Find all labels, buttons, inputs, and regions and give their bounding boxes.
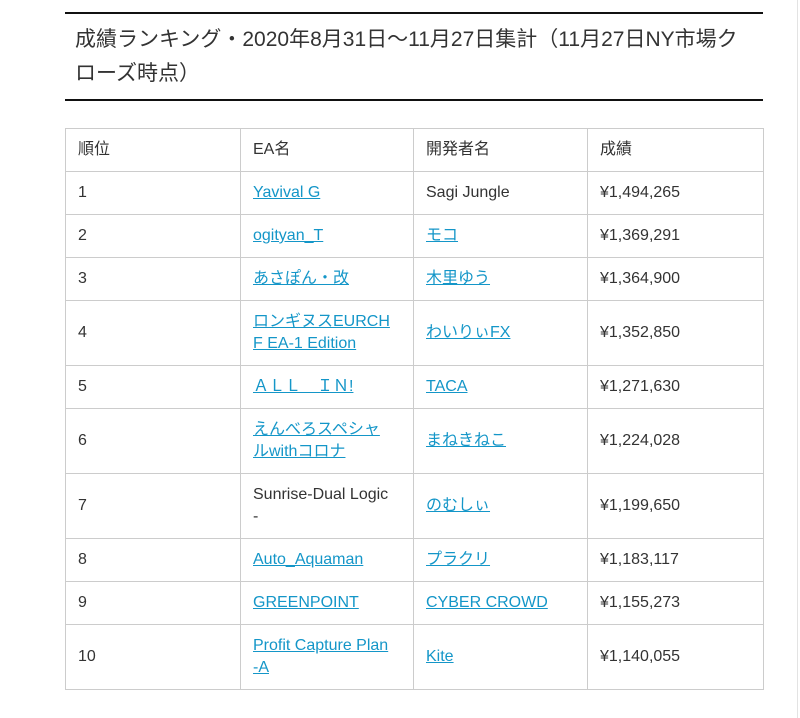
rank-cell: 4	[65, 300, 241, 366]
ea-name-cell: えんべろスペシャルwithコロナ	[240, 408, 414, 474]
ea-link[interactable]: GREENPOINT	[253, 594, 359, 611]
table-row: 6 えんべろスペシャルwithコロナ まねきねこ ¥1,224,028	[65, 408, 764, 474]
page-edge-divider	[797, 0, 798, 718]
ea-link[interactable]: ogityan_T	[253, 227, 324, 244]
result-cell: ¥1,352,850	[587, 300, 764, 366]
developer-cell: 木里ゆう	[413, 257, 588, 301]
result-cell: ¥1,494,265	[587, 171, 764, 215]
table-row: 10 Profit Capture Plan-A Kite ¥1,140,055	[65, 624, 764, 690]
developer-cell: モコ	[413, 214, 588, 258]
result-cell: ¥1,199,650	[587, 473, 764, 539]
table-row: 4 ロンギヌスEURCHF EA-1 Edition わいりぃFX ¥1,352,85…	[65, 300, 764, 366]
rank-cell: 2	[65, 214, 241, 258]
developer-link[interactable]: モコ	[426, 227, 459, 244]
developer-cell: わいりぃFX	[413, 300, 588, 366]
page-title: 成績ランキング・2020年8月31日～11月27日集計（11月27日NY市場クロ…	[65, 12, 763, 101]
ea-name-cell: Profit Capture Plan-A	[240, 624, 414, 690]
table-row: 8 Auto_Aquaman プラクリ ¥1,183,117	[65, 538, 764, 582]
ea-link[interactable]: ＡＬＬ ＩＮ!	[253, 378, 354, 395]
developer-link[interactable]: CYBER CROWD	[426, 594, 548, 611]
developer-cell: CYBER CROWD	[413, 581, 588, 625]
ranking-table: 順位 EA名 開発者名 成績 1 Yavival G Sagi Jungle ¥1,4…	[65, 128, 764, 690]
developer-cell: のむしぃ	[413, 473, 588, 539]
ea-name-text: Sunrise-Dual Logic-	[253, 486, 389, 525]
rank-cell: 3	[65, 257, 241, 301]
result-cell: ¥1,369,291	[587, 214, 764, 258]
ea-link[interactable]: Profit Capture Plan-A	[253, 637, 389, 676]
ea-name-cell: ogityan_T	[240, 214, 414, 258]
ea-link[interactable]: Auto_Aquaman	[253, 551, 364, 568]
developer-link[interactable]: 木里ゆう	[426, 270, 491, 287]
table-header-row: 順位 EA名 開発者名 成績	[65, 128, 764, 172]
result-cell: ¥1,364,900	[587, 257, 764, 301]
result-cell: ¥1,155,273	[587, 581, 764, 625]
result-cell: ¥1,271,630	[587, 365, 764, 409]
developer-link[interactable]: プラクリ	[426, 551, 491, 568]
ea-name-cell: ＡＬＬ ＩＮ!	[240, 365, 414, 409]
ea-link[interactable]: えんべろスペシャルwithコロナ	[253, 421, 380, 460]
developer-link[interactable]: Kite	[426, 648, 454, 665]
table-row: 3 あさぽん・改 木里ゆう ¥1,364,900	[65, 257, 764, 301]
table-row: 7 Sunrise-Dual Logic- のむしぃ ¥1,199,650	[65, 473, 764, 539]
rank-cell: 9	[65, 581, 241, 625]
table-row: 2 ogityan_T モコ ¥1,369,291	[65, 214, 764, 258]
result-cell: ¥1,140,055	[587, 624, 764, 690]
ea-name-cell: Yavival G	[240, 171, 414, 215]
rank-cell: 1	[65, 171, 241, 215]
ea-name-cell: GREENPOINT	[240, 581, 414, 625]
rank-cell: 8	[65, 538, 241, 582]
developer-name-text: Sagi Jungle	[426, 184, 510, 201]
developer-cell: Sagi Jungle	[413, 171, 588, 215]
ea-name-cell: ロンギヌスEURCHF EA-1 Edition	[240, 300, 414, 366]
developer-link[interactable]: TACA	[426, 378, 468, 395]
rank-cell: 10	[65, 624, 241, 690]
main-content: 成績ランキング・2020年8月31日～11月27日集計（11月27日NY市場クロ…	[65, 12, 764, 690]
ea-link[interactable]: あさぽん・改	[253, 270, 350, 287]
ea-name-cell: あさぽん・改	[240, 257, 414, 301]
developer-link[interactable]: わいりぃFX	[426, 324, 511, 341]
column-header-developer: 開発者名	[413, 128, 588, 172]
ea-link[interactable]: Yavival G	[253, 184, 321, 201]
developer-cell: Kite	[413, 624, 588, 690]
column-header-ea-name: EA名	[240, 128, 414, 172]
table-row: 1 Yavival G Sagi Jungle ¥1,494,265	[65, 171, 764, 215]
ea-name-cell: Sunrise-Dual Logic-	[240, 473, 414, 539]
developer-cell: TACA	[413, 365, 588, 409]
ea-link[interactable]: ロンギヌスEURCHF EA-1 Edition	[253, 313, 390, 352]
table-row: 5 ＡＬＬ ＩＮ! TACA ¥1,271,630	[65, 365, 764, 409]
rank-cell: 5	[65, 365, 241, 409]
developer-link[interactable]: のむしぃ	[426, 497, 491, 514]
developer-cell: まねきねこ	[413, 408, 588, 474]
column-header-result: 成績	[587, 128, 764, 172]
rank-cell: 6	[65, 408, 241, 474]
developer-cell: プラクリ	[413, 538, 588, 582]
table-row: 9 GREENPOINT CYBER CROWD ¥1,155,273	[65, 581, 764, 625]
result-cell: ¥1,224,028	[587, 408, 764, 474]
ea-name-cell: Auto_Aquaman	[240, 538, 414, 582]
result-cell: ¥1,183,117	[587, 538, 764, 582]
rank-cell: 7	[65, 473, 241, 539]
column-header-rank: 順位	[65, 128, 241, 172]
developer-link[interactable]: まねきねこ	[426, 432, 507, 449]
